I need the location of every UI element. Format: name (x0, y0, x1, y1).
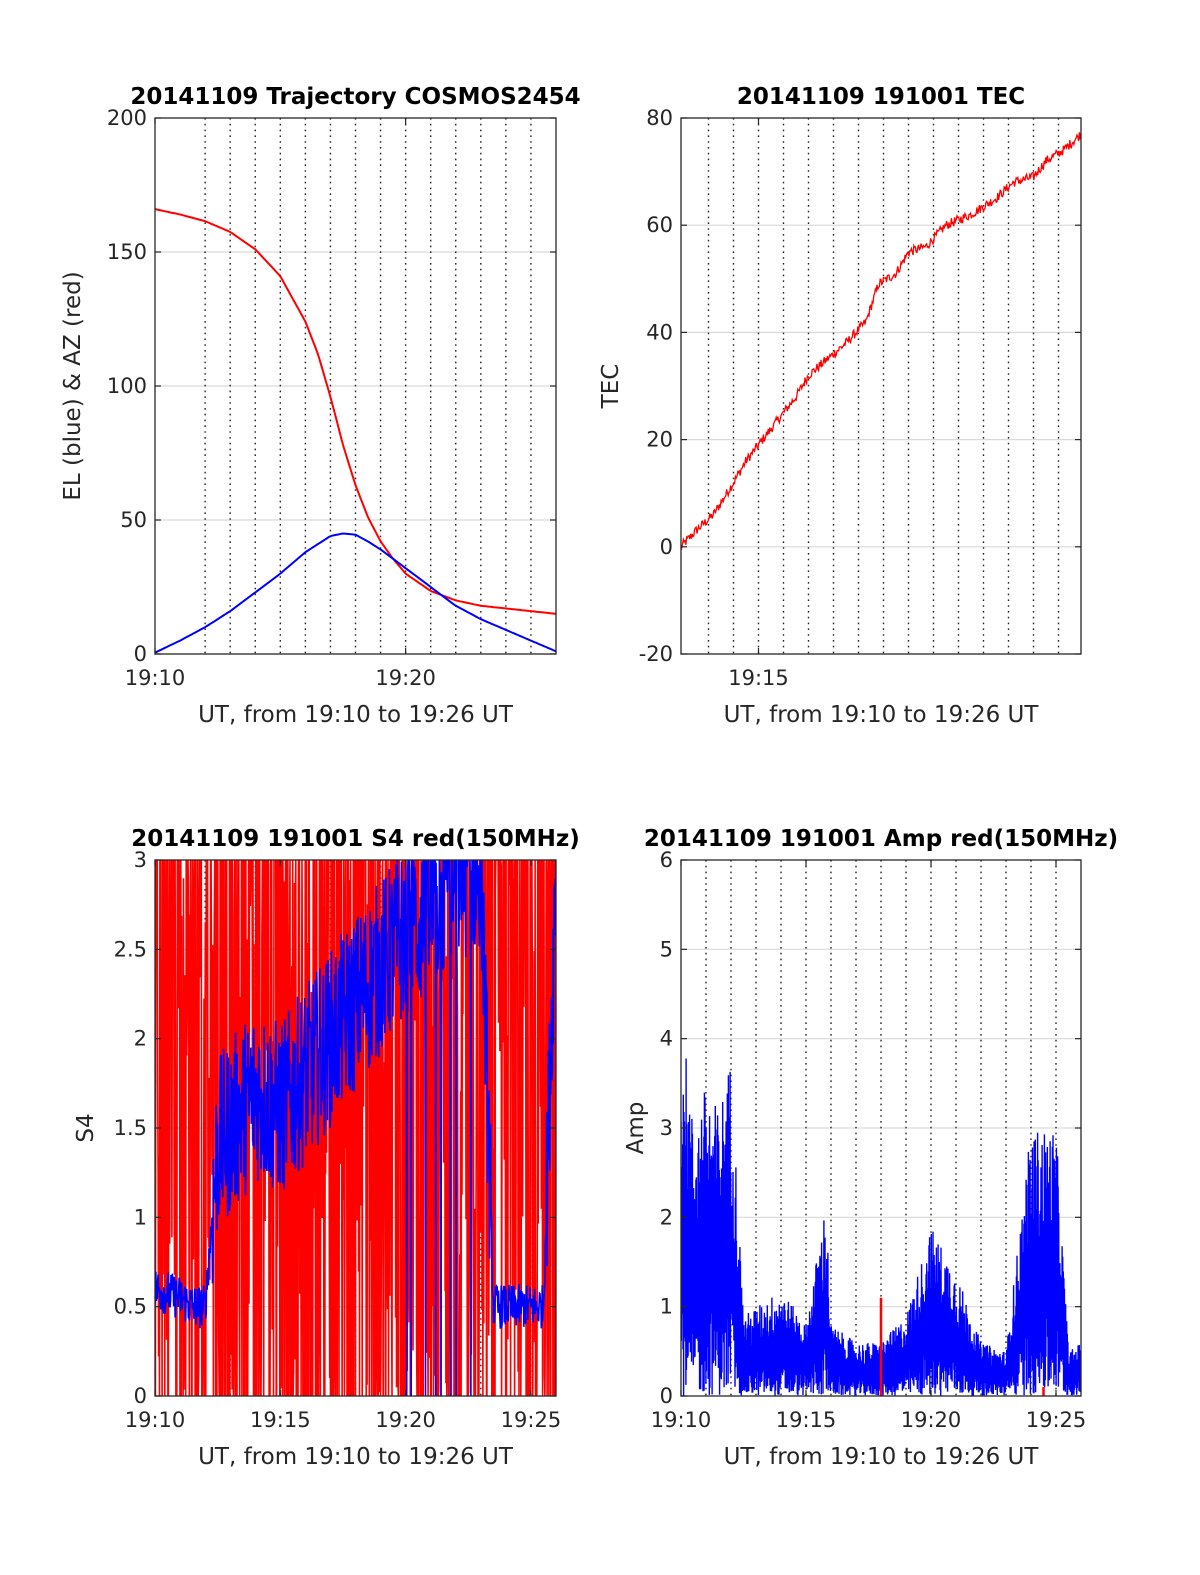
chart-title: 20141109 191001 S4 red(150MHz) (131, 826, 580, 852)
x-axis-label: UT, from 19:10 to 19:26 UT (198, 702, 514, 728)
x-tick-label: 19:20 (901, 1408, 962, 1432)
x-tick-label: 19:25 (1026, 1408, 1087, 1432)
series-line-el (155, 532, 556, 654)
y-tick-label: 1 (134, 1205, 147, 1229)
series-group (155, 860, 556, 1396)
panel-tec: -20 0 20 40 60 80 19:15 20141109 191001 TEC UT, … (598, 84, 1082, 728)
y-tick-label: 5 (660, 937, 673, 961)
y-tick-label: 0 (134, 642, 147, 666)
x-tick-label: 19:20 (375, 1408, 436, 1432)
x-tick-label: 19:15 (728, 666, 789, 690)
chart-title: 20141109 Trajectory COSMOS2454 (130, 84, 580, 110)
x-tick-label: 19:10 (651, 1408, 712, 1432)
y-tick-label: 50 (120, 508, 147, 532)
y-tick-label: 80 (646, 106, 673, 130)
series-group (155, 208, 556, 654)
y-tick-label: 40 (646, 320, 673, 344)
y-tick-label: 6 (660, 848, 673, 872)
panel-trajectory: 0 50 100 150 200 19:10 19:20 20141109 Trajector… (60, 84, 581, 728)
x-axis-label: UT, from 19:10 to 19:26 UT (724, 702, 1040, 728)
x-axis-label: UT, from 19:10 to 19:26 UT (198, 1444, 514, 1470)
y-tick-label: 150 (107, 240, 147, 264)
series-line-az (155, 208, 556, 615)
y-tick-label: 3 (660, 1116, 673, 1140)
panel-amp: 0 1 2 3 4 5 6 19:10 19:15 19:20 19:25 20141109 1910… (623, 826, 1118, 1470)
x-tick-label: 19:15 (776, 1408, 837, 1432)
x-axis-label: UT, from 19:10 to 19:26 UT (724, 1444, 1040, 1470)
y-tick-label: 60 (646, 213, 673, 237)
series-group (681, 132, 1081, 551)
y-tick-label: 200 (107, 106, 147, 130)
y-tick-label: 2 (660, 1205, 673, 1229)
y-tick-label: 0.5 (114, 1295, 147, 1319)
y-tick-label: 20 (646, 428, 673, 452)
series-line-tec (681, 132, 1081, 551)
y-tick-label: 3 (134, 848, 147, 872)
series-line-blue (155, 860, 556, 1396)
y-axis-label: EL (blue) & AZ (red) (60, 271, 86, 500)
series-group (681, 1058, 1081, 1396)
x-tick-label: 19:10 (125, 666, 186, 690)
x-tick-label: 19:10 (125, 1408, 186, 1432)
x-tick-label: 19:25 (501, 1408, 562, 1432)
x-tick-label: 19:20 (375, 666, 436, 690)
chart-title: 20141109 191001 Amp red(150MHz) (644, 826, 1118, 852)
y-tick-label: 0 (660, 535, 673, 559)
y-axis-label: S4 (73, 1113, 99, 1142)
x-tick-label: 19:15 (250, 1408, 311, 1432)
y-tick-label: 4 (660, 1027, 673, 1051)
y-axis-label: Amp (623, 1102, 649, 1155)
y-tick-label: 2.5 (114, 937, 147, 961)
y-tick-label: 2 (134, 1027, 147, 1051)
y-axis-label: TEC (598, 364, 624, 410)
panel-s4: 0 0.5 1 1.5 2 2.5 3 19:10 19:15 19:20 19:25 2014110… (73, 826, 580, 1470)
y-tick-label: 1 (660, 1295, 673, 1319)
axes-frame (680, 117, 1082, 655)
y-tick-label: 100 (107, 374, 147, 398)
y-tick-label: 0 (660, 1384, 673, 1408)
y-tick-label: 0 (134, 1384, 147, 1408)
chart-title: 20141109 191001 TEC (737, 84, 1025, 110)
y-tick-label: 1.5 (114, 1116, 147, 1140)
y-tick-label: -20 (639, 642, 673, 666)
